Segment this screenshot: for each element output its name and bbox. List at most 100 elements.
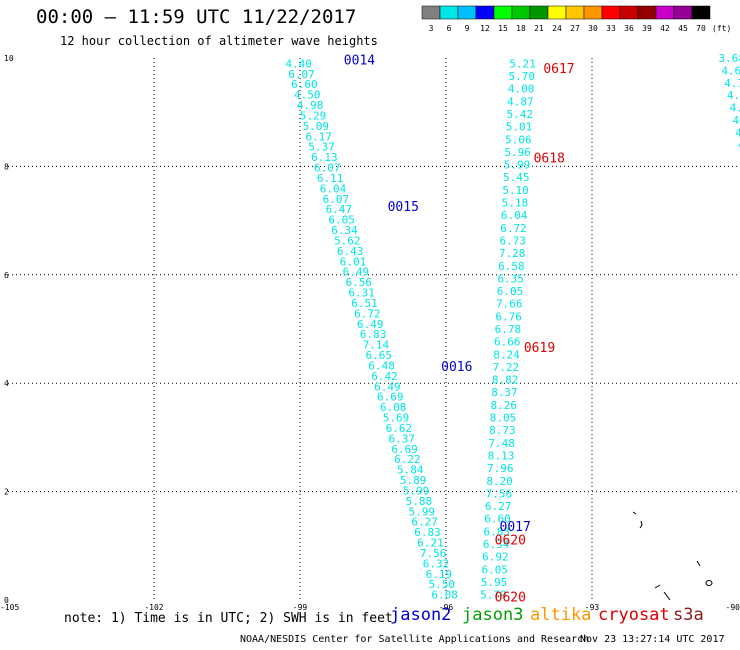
swh-value: 4.00 xyxy=(508,83,535,96)
colorbar-tick-label: 21 xyxy=(534,24,544,33)
swh-value: 6.17 xyxy=(305,130,332,143)
swh-value: 6.19 xyxy=(426,568,453,581)
swh-value: 8.13 xyxy=(488,449,515,462)
pass-number-label: 0617 xyxy=(543,62,574,77)
coastline xyxy=(632,511,713,601)
swh-value: 8.20 xyxy=(486,475,513,488)
colorbar-tick-label: 27 xyxy=(570,24,580,33)
y-tick-label: 10 xyxy=(4,54,14,63)
swh-value: 5.99 xyxy=(504,159,531,172)
colorbar-swatch xyxy=(475,5,495,20)
swh-value: 6.72 xyxy=(500,222,527,235)
swh-value: 6.51 xyxy=(351,297,378,310)
swh-value: 8.37 xyxy=(491,386,518,399)
x-tick-label: -105 xyxy=(0,603,19,612)
colorbar-swatch xyxy=(457,5,477,20)
colorbar-tick-label: 9 xyxy=(465,24,470,33)
coastline-segment xyxy=(632,511,637,515)
swh-value: 6.07 xyxy=(314,162,341,175)
swh-value: 5.99 xyxy=(408,505,435,518)
y-axis-ticks: 0 2 4 6 8 10 xyxy=(4,54,14,605)
colorbar-tick-label: 30 xyxy=(588,24,598,33)
swh-value: 4.1 xyxy=(735,126,740,139)
colorbar-unit: (ft) xyxy=(712,24,731,33)
colorbar-tick-label: 24 xyxy=(552,24,562,33)
colorbar-swatch xyxy=(601,5,621,20)
swh-value: 5.37 xyxy=(308,141,335,154)
swh-value: 5.09 xyxy=(303,120,330,133)
swh-value: 6.34 xyxy=(331,224,358,237)
swh-value: 6.01 xyxy=(340,255,367,268)
colorbar-tick-label: 12 xyxy=(480,24,490,33)
y-tick-label: 6 xyxy=(4,271,9,280)
swh-value: 8.26 xyxy=(490,399,517,412)
colorbar-swatch xyxy=(619,5,639,20)
swh-value: 6.13 xyxy=(311,151,338,164)
colorbar-swatch xyxy=(673,5,693,20)
colorbar-tick-label: 33 xyxy=(606,24,616,33)
swh-value: 6.07 xyxy=(288,68,315,81)
swh-value: 6.04 xyxy=(501,209,528,222)
swh-value: 6.83 xyxy=(360,328,387,341)
colorbar-swatch xyxy=(439,5,459,20)
swh-value: 6.42 xyxy=(371,370,398,383)
swh-value: 7.56 xyxy=(486,487,512,500)
swh-value: 3.68 xyxy=(719,52,740,65)
swh-value: 4.87 xyxy=(507,95,533,108)
legend-cryosat: cryosat xyxy=(598,605,670,625)
y-tick-label: 2 xyxy=(4,488,9,497)
legend-altika: altika xyxy=(530,605,592,625)
pass-number-label: 0014 xyxy=(344,54,375,69)
pass-number-label: 0620 xyxy=(495,533,526,548)
colorbar-swatch xyxy=(421,5,441,20)
colorbar-tick-label: 3 xyxy=(429,24,434,33)
swh-value: 6.69 xyxy=(377,391,404,404)
swh-value: 8.73 xyxy=(489,424,515,437)
swh-value: 5.50 xyxy=(429,578,456,591)
swh-value: 5.42 xyxy=(506,108,533,121)
colorbar-swatch xyxy=(529,5,549,20)
swh-value: 5.96 xyxy=(504,146,531,159)
swh-value: 6.34 xyxy=(483,538,510,551)
legend-s3a: s3a xyxy=(673,605,704,625)
colorbar-swatch xyxy=(583,5,603,20)
pass-number-label: 0620 xyxy=(495,590,526,605)
swh-value: 6.49 xyxy=(357,318,384,331)
colorbar-swatch xyxy=(655,5,675,20)
swh-value: 7.14 xyxy=(363,339,390,352)
swh-value: 5.69 xyxy=(383,412,410,425)
swh-value: 6.47 xyxy=(325,203,352,216)
swh-value: 8.82 xyxy=(492,374,519,387)
swh-value: 7.56 xyxy=(420,547,447,560)
coastline-island xyxy=(705,580,713,586)
swh-value: 6.83 xyxy=(484,525,511,538)
swh-value: 6.60 xyxy=(291,78,318,91)
colorbar-tick-label: 39 xyxy=(642,24,652,33)
coastline-segment xyxy=(639,520,643,529)
pass-number-label: 0016 xyxy=(441,360,472,375)
swh-value: 4.3 xyxy=(730,102,740,115)
colorbar-tick-label: 42 xyxy=(660,24,670,33)
swh-value: 4.40 xyxy=(285,57,312,70)
colorbar-swatch xyxy=(565,5,585,20)
coastline-segment xyxy=(663,591,671,601)
swh-value: 6.56 xyxy=(346,276,373,289)
color-legend-bar: 3 6 9 12 15 18 21 24 27 30 33 36 39 42 45 70 (ft) xyxy=(421,5,731,33)
swh-value: 8.05 xyxy=(490,412,517,425)
swh-value: 5.45 xyxy=(503,171,530,184)
swh-value: 6.32 xyxy=(423,557,450,570)
swh-value: 6.48 xyxy=(368,359,395,372)
swh-value: 6.60 xyxy=(484,513,511,526)
colorbar-tick-label: 6 xyxy=(447,24,452,33)
swh-value: 6.37 xyxy=(388,432,415,445)
colorbar-tick-label: 15 xyxy=(498,24,508,33)
swh-value: 6.49 xyxy=(343,266,370,279)
swh-value: 4.0 xyxy=(738,139,740,152)
swh-value: 6.05 xyxy=(481,563,508,576)
swh-value: 6.08 xyxy=(380,401,407,414)
y-tick-label: 4 xyxy=(4,379,9,388)
swh-value: 6.65 xyxy=(366,349,393,362)
coastline-segment xyxy=(696,560,701,567)
swh-value: 6.35 xyxy=(497,272,524,285)
swh-value: 5.79 xyxy=(480,589,507,602)
